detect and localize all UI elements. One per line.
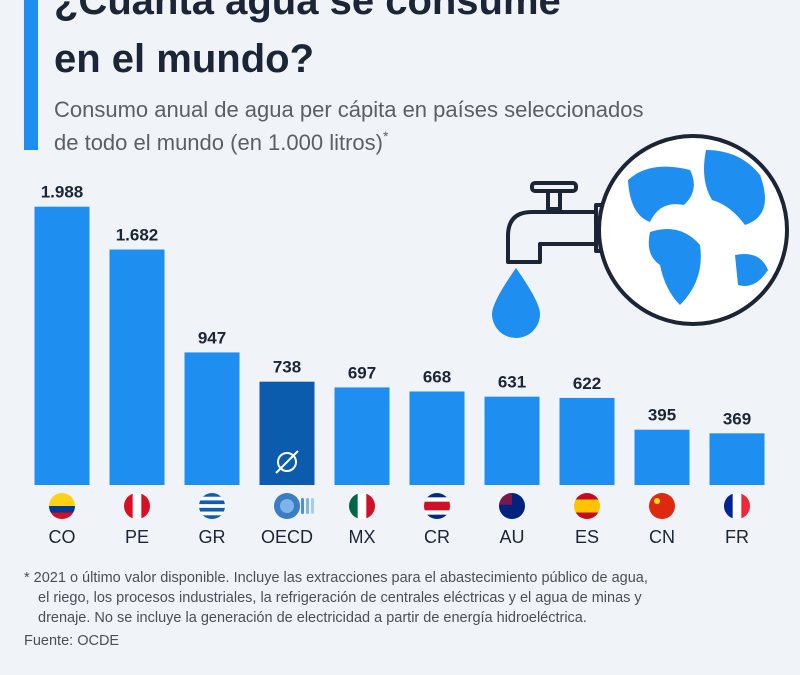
flag-stripe bbox=[49, 512, 75, 519]
flag bbox=[499, 493, 525, 519]
flag-stripe bbox=[366, 493, 375, 519]
bar bbox=[559, 397, 615, 485]
footnote: el riego, los procesos industriales, la … bbox=[38, 590, 642, 606]
flag-stripe bbox=[199, 500, 225, 505]
value-label: 1.682 bbox=[116, 226, 159, 245]
flag bbox=[49, 493, 75, 519]
x-tick-label: MX bbox=[349, 527, 376, 547]
flag-stripe bbox=[349, 493, 358, 519]
flag-stripe bbox=[199, 496, 225, 501]
flag-stripe bbox=[357, 493, 367, 519]
value-label: 697 bbox=[348, 363, 376, 382]
globe bbox=[597, 134, 789, 326]
value-label: 369 bbox=[723, 409, 751, 428]
flag bbox=[199, 493, 225, 519]
subtitle-line: de todo el mundo (en 1.000 litros) bbox=[54, 130, 383, 155]
water-drop bbox=[492, 268, 540, 338]
flag-stripe bbox=[424, 514, 450, 519]
flag-globe bbox=[280, 499, 294, 513]
value-label: 1.988 bbox=[41, 183, 84, 202]
flag-stripe bbox=[424, 501, 450, 511]
bar bbox=[634, 429, 690, 485]
bar bbox=[409, 391, 465, 485]
flag bbox=[424, 493, 450, 519]
flag-stripe bbox=[732, 493, 742, 519]
flag bbox=[724, 493, 750, 519]
flag-stripe bbox=[574, 493, 600, 500]
flag bbox=[574, 493, 600, 519]
oecd-arc bbox=[301, 498, 304, 514]
chart-title: ¿Cuánta agua se consume bbox=[54, 0, 561, 23]
value-label: 947 bbox=[198, 328, 226, 347]
flag-stripe bbox=[141, 493, 150, 519]
flag-stripe bbox=[199, 507, 225, 512]
flag-canton bbox=[499, 493, 512, 505]
flag bbox=[349, 493, 375, 519]
flag-stripe bbox=[424, 497, 450, 502]
flag-stripe bbox=[649, 493, 675, 519]
subtitle: Consumo anual de agua per cápita en país… bbox=[54, 97, 644, 122]
flag-stripe bbox=[199, 504, 225, 509]
source: Fuente: OCDE bbox=[24, 633, 119, 649]
footnote: * 2021 o último valor disponible. Incluy… bbox=[24, 570, 648, 586]
value-label: 631 bbox=[498, 373, 526, 392]
flag-stripe bbox=[574, 512, 600, 519]
bar bbox=[109, 249, 165, 485]
x-tick-label: CN bbox=[649, 527, 675, 547]
flag-star bbox=[654, 498, 660, 504]
value-label: 668 bbox=[423, 367, 451, 386]
footnote: drenaje. No se incluye la generación de … bbox=[38, 610, 587, 626]
x-tick-label: PE bbox=[125, 527, 149, 547]
x-tick-label: GR bbox=[199, 527, 226, 547]
flag-stripe bbox=[741, 493, 750, 519]
x-tick-label: CO bbox=[49, 527, 76, 547]
bar bbox=[34, 206, 90, 485]
chart-title: en el mundo? bbox=[54, 37, 314, 81]
flag-stripe bbox=[124, 493, 133, 519]
subtitle-note: * bbox=[383, 128, 389, 144]
flag-stripe bbox=[132, 493, 142, 519]
flag bbox=[649, 493, 675, 519]
flag-stripe bbox=[199, 493, 225, 498]
flag-stripe bbox=[724, 493, 733, 519]
oecd-symbol bbox=[277, 452, 297, 472]
flag bbox=[274, 493, 300, 519]
value-label: 622 bbox=[573, 374, 601, 393]
x-tick-label: AU bbox=[499, 527, 524, 547]
bar bbox=[184, 352, 240, 485]
flag-stripe bbox=[424, 510, 450, 515]
oecd-arc bbox=[311, 498, 314, 514]
bar bbox=[259, 381, 315, 485]
bar bbox=[334, 387, 390, 485]
flag-stripe bbox=[199, 511, 225, 516]
oecd-arc bbox=[306, 498, 309, 514]
flag-stripe bbox=[574, 499, 600, 513]
flag-stripe bbox=[424, 493, 450, 498]
value-label: 395 bbox=[648, 406, 676, 425]
accent-bar bbox=[24, 0, 38, 150]
flag-stripe bbox=[49, 493, 75, 507]
subtitle: de todo el mundo (en 1.000 litros)* bbox=[54, 128, 389, 155]
x-tick-label: OECD bbox=[261, 527, 313, 547]
x-tick-label: CR bbox=[424, 527, 450, 547]
bar bbox=[484, 396, 540, 485]
flag bbox=[124, 493, 150, 519]
oecd-symbol bbox=[275, 450, 299, 474]
value-label: 738 bbox=[273, 358, 301, 377]
flag-stripe bbox=[199, 515, 225, 519]
flag-stripe bbox=[49, 506, 75, 513]
x-tick-label: FR bbox=[725, 527, 749, 547]
x-tick-label: ES bbox=[575, 527, 599, 547]
bar bbox=[709, 433, 765, 485]
